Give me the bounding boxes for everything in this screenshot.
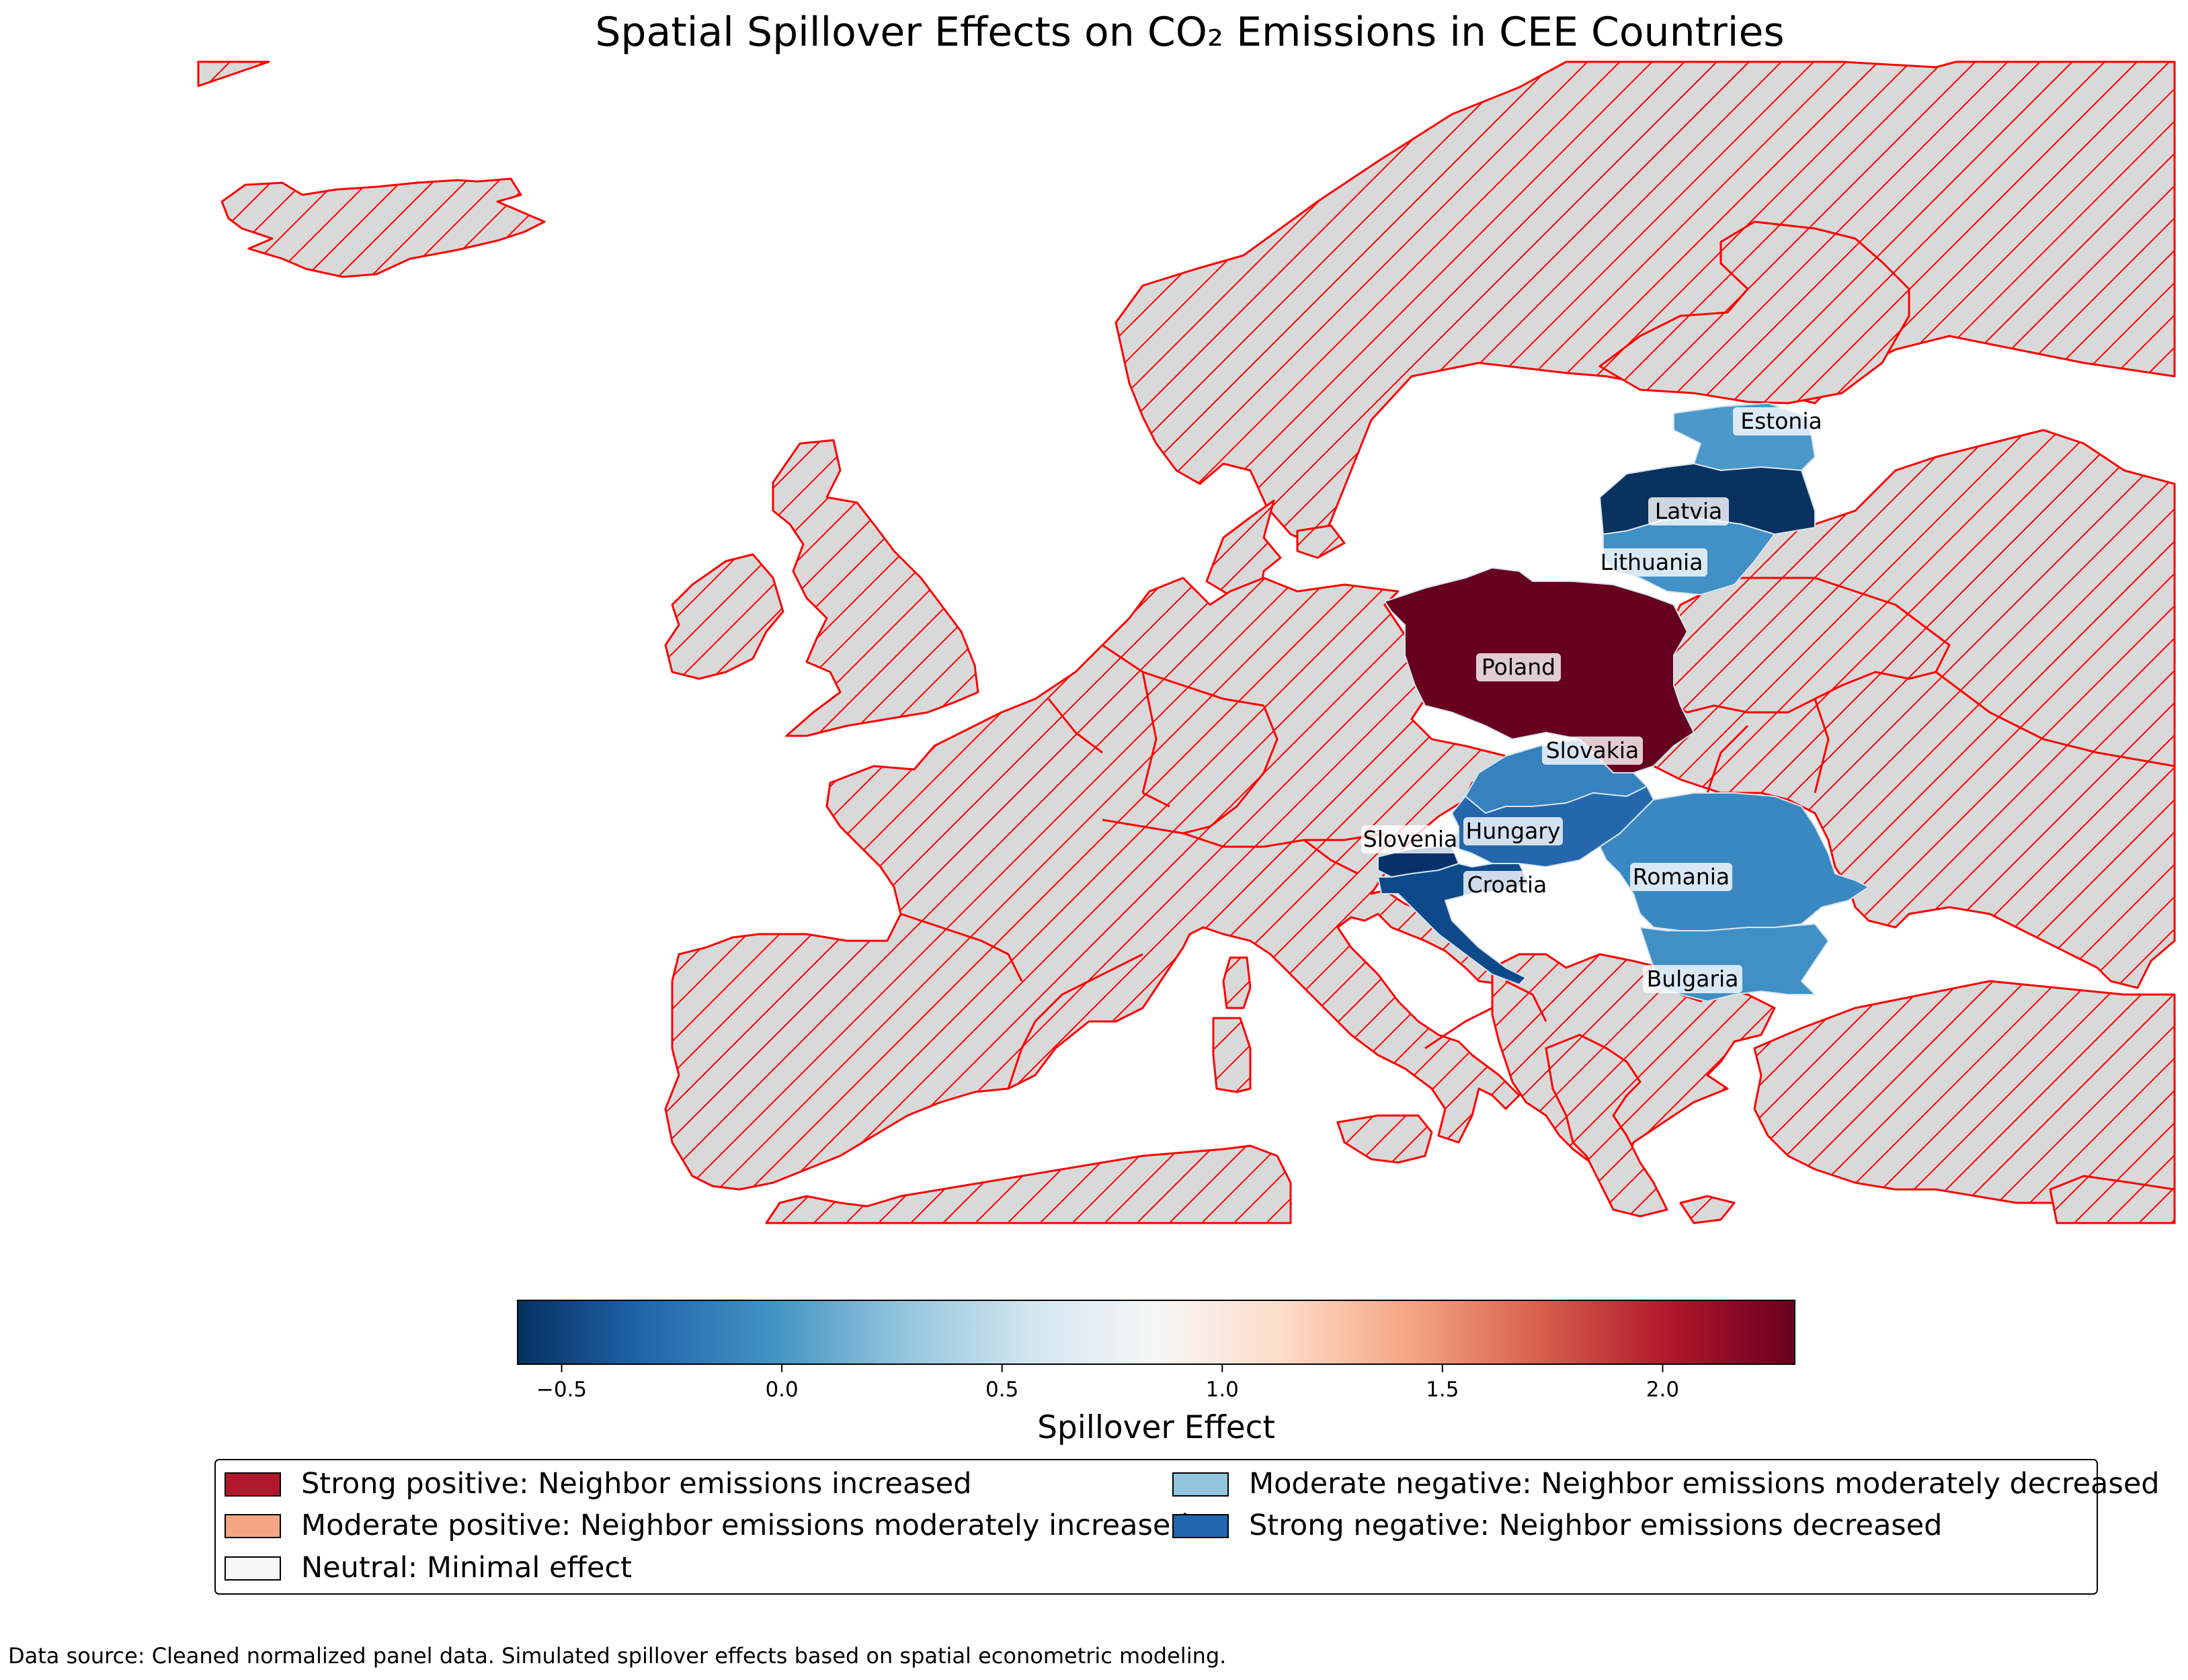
legend-swatch bbox=[1172, 1514, 1229, 1538]
colorbar-tick-label: 0.5 bbox=[985, 1378, 1018, 1402]
label-lithuania: Lithuania bbox=[1596, 548, 1707, 577]
label-slovakia-text: Slovakia bbox=[1546, 737, 1639, 763]
land-balkans-east bbox=[1491, 953, 1776, 1171]
legend: Strong positive: Neighbor emissions incr… bbox=[214, 1459, 2160, 1595]
non-cee-countries bbox=[197, 60, 2176, 1224]
colorbar-gradient bbox=[517, 1300, 1795, 1365]
colorbar-label: Spillover Effect bbox=[1037, 1409, 1275, 1446]
label-latvia: Latvia bbox=[1648, 497, 1729, 526]
legend-label: Moderate negative: Neighbor emissions mo… bbox=[1249, 1467, 2160, 1501]
legend-item-neutral: Neutral: Minimal effect bbox=[225, 1551, 632, 1585]
label-estonia-text: Estonia bbox=[1740, 408, 1822, 434]
legend-swatch bbox=[225, 1472, 281, 1497]
label-croatia: Croatia bbox=[1463, 871, 1551, 899]
legend-frame bbox=[214, 1459, 2098, 1595]
label-slovenia-text: Slovenia bbox=[1363, 826, 1457, 852]
colorbar-tick-label: 0.0 bbox=[765, 1378, 798, 1402]
land-zealand bbox=[1296, 524, 1346, 559]
land-gulf-outline bbox=[1598, 220, 1910, 405]
legend-label: Neutral: Minimal effect bbox=[301, 1551, 632, 1585]
land-levant-corner bbox=[2049, 1175, 2176, 1224]
legend-item-strong-negative: Strong negative: Neighbor emissions decr… bbox=[1172, 1509, 1942, 1542]
land-great-britain bbox=[772, 439, 979, 737]
source-note: Data source: Cleaned normalized panel da… bbox=[8, 1643, 1226, 1669]
country-romania[interactable] bbox=[1599, 792, 1869, 931]
legend-swatch bbox=[225, 1556, 281, 1581]
label-romania: Romania bbox=[1630, 863, 1732, 891]
land-sicily bbox=[1336, 1114, 1433, 1164]
label-bulgaria-text: Bulgaria bbox=[1647, 966, 1739, 992]
colorbar: −0.5 0.0 0.5 1.0 1.5 2.0 Spillover Effect bbox=[517, 1300, 1795, 1446]
label-bulgaria: Bulgaria bbox=[1643, 965, 1742, 993]
label-lithuania-text: Lithuania bbox=[1601, 549, 1703, 575]
legend-item-moderate-positive: Moderate positive: Neighbor emissions mo… bbox=[225, 1509, 1189, 1542]
colorbar-tick-label: −0.5 bbox=[536, 1378, 587, 1402]
land-greece bbox=[1545, 1034, 1668, 1218]
colorbar-tick-label: 2.0 bbox=[1646, 1378, 1679, 1402]
label-estonia: Estonia bbox=[1733, 407, 1830, 435]
land-iceland bbox=[220, 177, 546, 278]
country-labels: Estonia Latvia Lithuania Poland Slovakia… bbox=[1361, 407, 1830, 993]
land-africa-coast bbox=[765, 1144, 1292, 1224]
colorbar-tick-label: 1.0 bbox=[1206, 1378, 1239, 1402]
chart-title: Spatial Spillover Effects on CO₂ Emissio… bbox=[595, 9, 1784, 56]
legend-label: Moderate positive: Neighbor emissions mo… bbox=[301, 1509, 1189, 1542]
label-slovenia: Slovenia bbox=[1361, 825, 1459, 853]
legend-swatch bbox=[1172, 1472, 1229, 1497]
colorbar-ticks: −0.5 0.0 0.5 1.0 1.5 2.0 bbox=[536, 1364, 1679, 1402]
colorbar-tick-label: 1.5 bbox=[1426, 1378, 1459, 1402]
label-latvia-text: Latvia bbox=[1655, 498, 1722, 524]
legend-swatch bbox=[225, 1514, 281, 1538]
label-poland-text: Poland bbox=[1482, 654, 1555, 680]
land-cyprus bbox=[1679, 1195, 1736, 1224]
land-sardinia bbox=[1222, 956, 1252, 1009]
country-croatia[interactable] bbox=[1377, 863, 1530, 985]
legend-item-strong-positive: Strong positive: Neighbor emissions incr… bbox=[225, 1467, 972, 1501]
legend-label: Strong negative: Neighbor emissions decr… bbox=[1249, 1509, 1942, 1542]
label-romania-text: Romania bbox=[1633, 864, 1730, 890]
land-ireland bbox=[664, 553, 784, 680]
label-croatia-text: Croatia bbox=[1467, 872, 1547, 898]
label-slovakia: Slovakia bbox=[1542, 737, 1643, 765]
legend-item-moderate-negative: Moderate negative: Neighbor emissions mo… bbox=[1172, 1467, 2160, 1501]
map-area: Estonia Latvia Lithuania Poland Slovakia… bbox=[197, 60, 2176, 1224]
label-hungary-text: Hungary bbox=[1466, 818, 1561, 844]
land-top-left-sliver bbox=[197, 60, 270, 87]
label-hungary: Hungary bbox=[1463, 817, 1563, 845]
land-corsica bbox=[1212, 1017, 1252, 1093]
label-poland: Poland bbox=[1476, 653, 1561, 681]
border-lines bbox=[900, 644, 2175, 1089]
legend-label: Strong positive: Neighbor emissions incr… bbox=[301, 1467, 972, 1501]
